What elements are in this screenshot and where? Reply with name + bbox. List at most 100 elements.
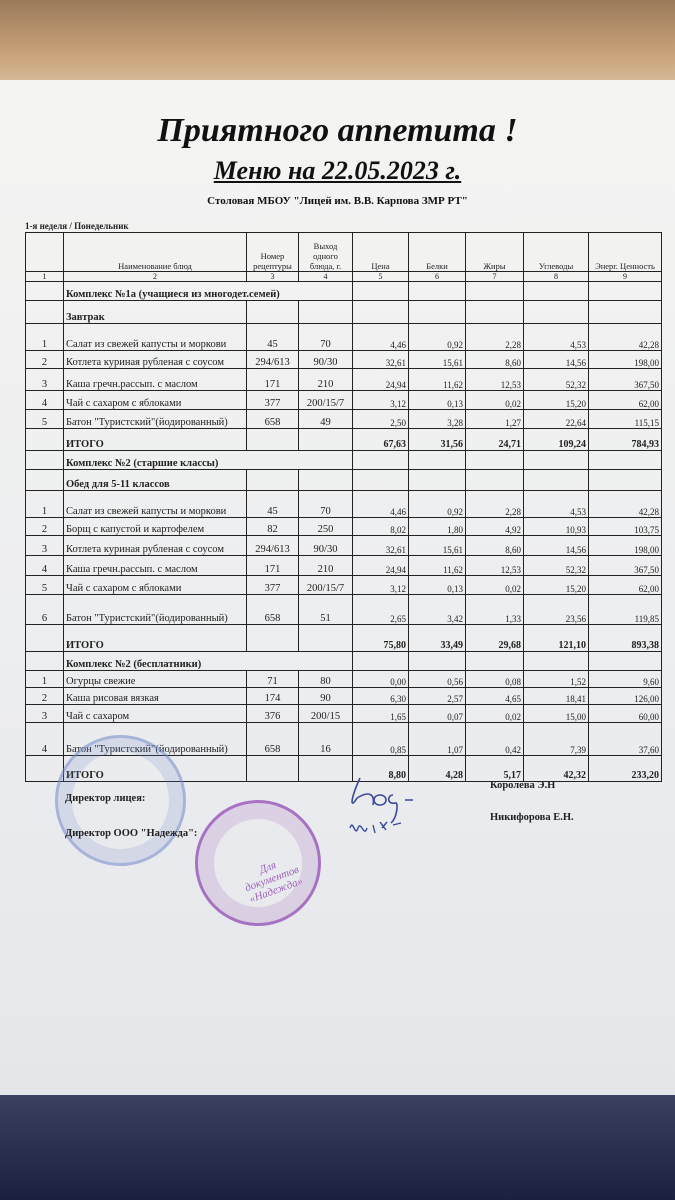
table-cell: [25, 755, 64, 782]
table-cell: [408, 469, 466, 491]
portion-weight: 210: [298, 555, 353, 576]
table-cell: [352, 450, 409, 470]
dish-row: 3 Чай с сахаром 376 200/15 1,65 0,07 0,02 15,00…: [25, 704, 662, 723]
proteins: 3,28: [408, 409, 466, 429]
company-stamp: Для документов «Надежда»: [195, 800, 321, 926]
table-cell: [246, 469, 299, 491]
dish-name: Каша гречн.рассып. с маслом: [63, 368, 247, 391]
price: 4,46: [352, 490, 409, 518]
dish-name: Чай с сахаром: [63, 704, 247, 723]
total-value: 29,68: [465, 624, 524, 652]
total-value: 233,20: [588, 755, 662, 782]
carbs: 15,20: [523, 575, 589, 595]
energy: 9,60: [588, 670, 662, 688]
energy: 62,00: [588, 575, 662, 595]
price: 6,30: [352, 687, 409, 705]
energy: 115,15: [588, 409, 662, 429]
portion-weight: 210: [298, 368, 353, 391]
recipe-number: 45: [246, 323, 299, 351]
carbs: 15,00: [523, 704, 589, 723]
price: 32,61: [352, 535, 409, 556]
table-cell: [588, 450, 662, 470]
energy: 198,00: [588, 350, 662, 369]
total-value: 4,28: [408, 755, 466, 782]
table-cell: [523, 469, 589, 491]
column-header: Белки: [408, 232, 466, 272]
dish-number: 4: [25, 555, 64, 576]
table-cell: [408, 281, 466, 301]
portion-weight: 70: [298, 323, 353, 351]
dish-name: Салат из свежей капусты и моркови: [63, 490, 247, 518]
portion-weight: 90/30: [298, 535, 353, 556]
fats: 2,28: [465, 490, 524, 518]
total-value: 75,80: [352, 624, 409, 652]
price: 2,50: [352, 409, 409, 429]
portion-weight: 200/15: [298, 704, 353, 723]
dish-number: 1: [25, 490, 64, 518]
table-cell: [298, 428, 353, 451]
column-number: 4: [298, 271, 353, 282]
fats: 12,53: [465, 368, 524, 391]
handwritten-signatures: [349, 777, 413, 834]
dish-number: 3: [25, 368, 64, 391]
column-header: Выход одного блюда, г.: [298, 232, 353, 272]
proteins: 11,62: [408, 368, 466, 391]
table-cell: [25, 300, 64, 324]
table-cell: [523, 281, 589, 301]
stamp-text: Для документов «Надежда»: [243, 859, 305, 906]
recipe-number: 377: [246, 575, 299, 595]
fats: 1,27: [465, 409, 524, 429]
section-title: Комплекс №1а (учащиеся из многодет.семей…: [63, 281, 353, 301]
dish-row: 5 Батон "Туристский"(йодированный) 658 49 2,…: [25, 409, 662, 429]
proteins: 15,61: [408, 535, 466, 556]
table-cell: [25, 469, 64, 491]
table-cell: [298, 624, 353, 652]
table-cell: [298, 755, 353, 782]
price: 1,65: [352, 704, 409, 723]
section-title: Комплекс №2 (бесплатники): [63, 651, 353, 671]
recipe-number: 376: [246, 704, 299, 723]
dish-row: 4 Чай с сахаром с яблоками 377 200/15/7 3,12…: [25, 390, 662, 410]
column-header: Номер рецептуры: [246, 232, 299, 272]
energy: 367,50: [588, 555, 662, 576]
proteins: 2,57: [408, 687, 466, 705]
proteins: 0,07: [408, 704, 466, 723]
column-number: 8: [523, 271, 589, 282]
dish-number: 1: [25, 323, 64, 351]
director-company-label: Директор ООО "Надежда":: [65, 828, 198, 839]
portion-weight: 90: [298, 687, 353, 705]
proteins: 0,56: [408, 670, 466, 688]
fats: 0,02: [465, 390, 524, 410]
portion-weight: 90/30: [298, 350, 353, 369]
portion-weight: 250: [298, 517, 353, 536]
column-number: 5: [352, 271, 409, 282]
fats: 4,92: [465, 517, 524, 536]
dish-number: 1: [25, 670, 64, 688]
dish-name: Чай с сахаром с яблоками: [63, 390, 247, 410]
column-header: Углеводы: [523, 232, 589, 272]
dish-number: 5: [25, 409, 64, 429]
fats: 0,02: [465, 704, 524, 723]
price: 0,85: [352, 722, 409, 756]
column-header: Жиры: [465, 232, 524, 272]
dish-number: 2: [25, 517, 64, 536]
column-number: 1: [25, 271, 64, 282]
price: 8,02: [352, 517, 409, 536]
table-cell: [25, 428, 64, 451]
dish-row: 5 Чай с сахаром с яблоками 377 200/15/7 3,12…: [25, 575, 662, 595]
total-row: ИТОГО 67,63 31,56 24,71 109,24 784,93: [25, 428, 662, 451]
recipe-number: 171: [246, 555, 299, 576]
price: 24,94: [352, 368, 409, 391]
dish-number: 3: [25, 535, 64, 556]
director-lyceum-label: Директор лицея:: [65, 793, 146, 804]
table-cell: [465, 469, 524, 491]
energy: 119,85: [588, 594, 662, 625]
dish-row: 1 Огурцы свежие 71 80 0,00 0,56 0,08 1,52 9,60: [25, 670, 662, 688]
table-cell: [465, 651, 524, 671]
dish-name: Чай с сахаром с яблоками: [63, 575, 247, 595]
dish-name: Салат из свежей капусты и моркови: [63, 323, 247, 351]
lyceum-stamp: [55, 735, 186, 866]
table-cell: [588, 281, 662, 301]
carbs: 14,56: [523, 535, 589, 556]
table-cell: [523, 450, 589, 470]
